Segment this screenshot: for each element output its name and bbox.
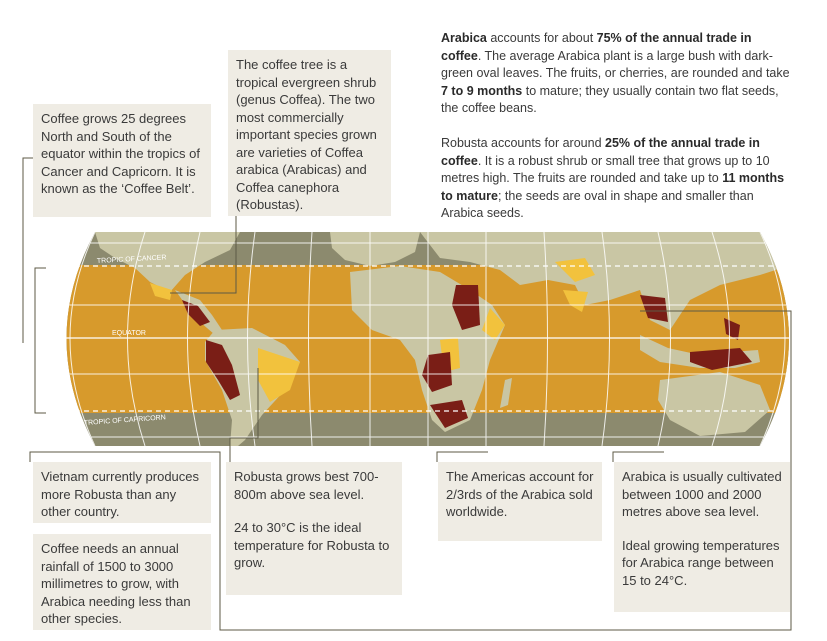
arabica-share: 75% of the annual trade in coffee: [441, 31, 752, 63]
equator-label: EQUATOR: [112, 330, 146, 337]
arabica-paragraph: Arabica accounts for about 75% of the an…: [441, 30, 791, 118]
arabica-altitude-text: Arabica is usually cultivated between 10…: [622, 469, 782, 519]
robusta-text-1: Robusta accounts for around: [441, 136, 605, 150]
leader-lines: [22, 157, 792, 631]
rainfall-box: Coffee needs an annual rainfall of 1500 …: [33, 534, 211, 630]
coffee-tree-box: The coffee tree is a tropical evergreen …: [228, 50, 391, 216]
arabica-temperature-text: Ideal growing temperatures for Arabica r…: [622, 537, 780, 588]
coffee-belt-box: Coffee grows 25 degrees North and South …: [33, 104, 211, 217]
robusta-altitude-text: Robusta grows best 700-800m above sea le…: [234, 469, 379, 502]
leader-vietnam: [29, 310, 792, 631]
robusta-maturity: 11 months to mature: [441, 171, 785, 203]
leader-belt-bracket: [34, 267, 46, 414]
arabica-text-1: accounts for about: [486, 31, 597, 45]
leader-tree: [170, 215, 237, 294]
arabica-maturity: 7 to 9 months: [441, 83, 523, 98]
arabica-text-3: to mature; they usually contain two flat…: [441, 83, 779, 116]
robusta-paragraph: Robusta accounts for around 25% of the a…: [441, 135, 791, 223]
robusta-conditions-box: Robusta grows best 700-800m above sea le…: [226, 462, 402, 595]
robusta-text-2: . It is a robust shrub or small tree tha…: [441, 153, 770, 186]
leader-belt: [22, 157, 33, 343]
leader-arabica: [612, 451, 664, 462]
arabica-term: Arabica: [441, 31, 487, 45]
vietnam-box: Vietnam currently produces more Robusta …: [33, 462, 211, 523]
leader-robusta: [229, 368, 259, 462]
arabica-conditions-box: Arabica is usually cultivated between 10…: [614, 462, 790, 612]
robusta-temperature-text: 24 to 30°C is the ideal temperature for …: [234, 520, 390, 570]
arabica-text-2: . The average Arabica plant is a large b…: [441, 48, 790, 81]
americas-box: The Americas account for 2/3rds of the A…: [438, 462, 602, 541]
robusta-text-3: ; the seeds are oval in shape and smalle…: [441, 188, 754, 221]
robusta-share: 25% of the annual trade in coffee: [441, 136, 760, 168]
leader-americas: [436, 451, 488, 462]
tropic-of-cancer-label: TROPIC OF CANCER: [97, 254, 167, 265]
